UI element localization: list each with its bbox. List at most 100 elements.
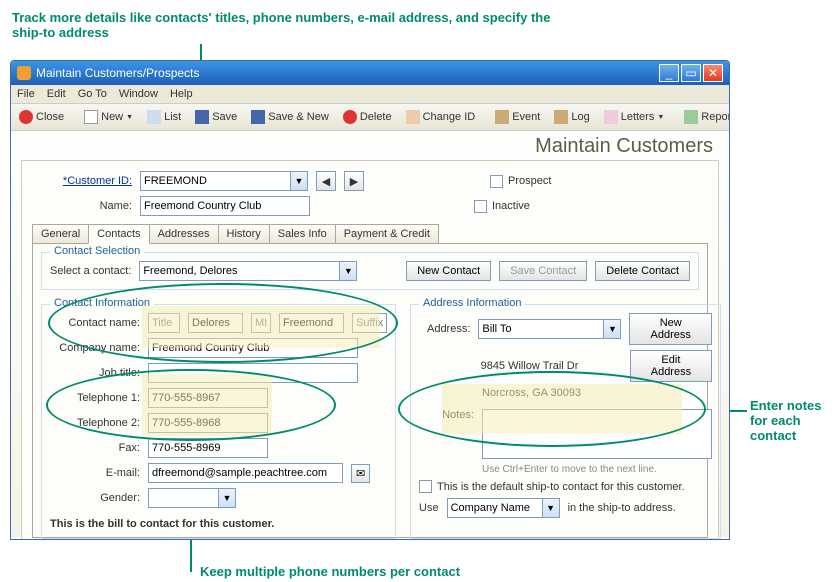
job-title-label: Job title: xyxy=(50,367,140,379)
inactive-label: Inactive xyxy=(492,200,530,212)
tab-payment-credit[interactable]: Payment & Credit xyxy=(335,224,439,244)
minimize-button[interactable]: _ xyxy=(659,64,679,82)
maximize-button[interactable]: ▭ xyxy=(681,64,701,82)
new-contact-button[interactable]: New Contact xyxy=(406,261,491,281)
tab-contacts[interactable]: Contacts xyxy=(88,224,149,244)
customer-id-label[interactable]: *Customer ID: xyxy=(32,175,132,187)
fax-input[interactable] xyxy=(148,438,268,458)
menu-help[interactable]: Help xyxy=(170,88,193,100)
tool-letters[interactable]: Letters▼ xyxy=(600,107,669,127)
inactive-checkbox[interactable]: Inactive xyxy=(474,200,530,213)
delete-contact-button[interactable]: Delete Contact xyxy=(595,261,690,281)
customer-id-dropdown-button[interactable]: ▼ xyxy=(290,171,308,191)
notes-textarea[interactable] xyxy=(482,409,712,459)
notes-label[interactable]: Notes: xyxy=(419,409,474,421)
default-shipto-checkbox[interactable]: This is the default ship-to contact for … xyxy=(419,480,685,493)
tab-general[interactable]: General xyxy=(32,224,89,244)
select-contact-input[interactable] xyxy=(139,261,339,281)
menu-edit[interactable]: Edit xyxy=(47,88,66,100)
contact-info-legend: Contact Information xyxy=(50,297,154,309)
tab-addresses[interactable]: Addresses xyxy=(149,224,219,244)
address-label: Address: xyxy=(419,323,470,335)
first-name-input[interactable] xyxy=(188,313,243,333)
customer-id-combo[interactable]: ▼ xyxy=(140,171,308,191)
company-label: Company name: xyxy=(50,342,140,354)
letters-icon xyxy=(604,110,618,124)
annotation-bottom: Keep multiple phone numbers per contact xyxy=(200,564,460,579)
tab-strip: General Contacts Addresses History Sales… xyxy=(32,224,708,244)
job-title-input[interactable] xyxy=(148,363,358,383)
gender-input[interactable] xyxy=(148,488,218,508)
customer-id-input[interactable] xyxy=(140,171,290,191)
menu-goto[interactable]: Go To xyxy=(78,88,107,100)
contact-information-group: Contact Information Contact name: Compan… xyxy=(41,304,396,539)
gender-combo[interactable]: ▼ xyxy=(148,488,236,508)
edit-address-button[interactable]: Edit Address xyxy=(630,350,712,382)
save-contact-button[interactable]: Save Contact xyxy=(499,261,587,281)
use-dropdown-button[interactable]: ▼ xyxy=(542,498,560,518)
event-icon xyxy=(495,110,509,124)
app-icon xyxy=(17,66,31,80)
main-window: Maintain Customers/Prospects _ ▭ ✕ File … xyxy=(10,60,730,540)
contact-selection-legend: Contact Selection xyxy=(50,245,144,257)
suffix-input[interactable] xyxy=(352,313,387,333)
prev-record-button[interactable]: ◀ xyxy=(316,171,336,191)
address-info-legend: Address Information xyxy=(419,297,525,309)
main-panel: *Customer ID: ▼ ◀ ▶ Prospect Name: Inact… xyxy=(21,160,719,540)
next-record-button[interactable]: ▶ xyxy=(344,171,364,191)
email-launch-button[interactable]: ✉ xyxy=(351,464,370,483)
contact-selection-group: Contact Selection Select a contact: ▼ Ne… xyxy=(41,252,699,290)
address-type-input[interactable] xyxy=(478,319,603,339)
email-input[interactable] xyxy=(148,463,343,483)
tool-event[interactable]: Event xyxy=(491,107,544,127)
gender-dropdown-button[interactable]: ▼ xyxy=(218,488,236,508)
address-information-group: Address Information Address: ▼ New Addre… xyxy=(410,304,721,539)
telephone-2-label[interactable]: Telephone 2: xyxy=(50,417,140,429)
title-input[interactable] xyxy=(148,313,180,333)
new-address-button[interactable]: New Address xyxy=(629,313,712,345)
address-type-combo[interactable]: ▼ xyxy=(478,319,621,339)
fax-label: Fax: xyxy=(50,442,140,454)
tool-save[interactable]: Save xyxy=(191,107,241,127)
tool-reports[interactable]: Reports▼ xyxy=(680,107,730,127)
email-label[interactable]: E-mail: xyxy=(50,467,140,479)
use-label: Use xyxy=(419,502,439,514)
name-input[interactable] xyxy=(140,196,310,216)
menubar: File Edit Go To Window Help xyxy=(11,85,729,104)
tool-change-id[interactable]: Change ID xyxy=(402,107,480,127)
annotation-right: Enter notes for each contact xyxy=(750,398,830,443)
company-input[interactable] xyxy=(148,338,358,358)
change-id-icon xyxy=(406,110,420,124)
telephone-1-input[interactable] xyxy=(148,388,268,408)
annotation-top: Track more details like contacts' titles… xyxy=(12,10,572,40)
menu-file[interactable]: File xyxy=(17,88,35,100)
bill-to-note: This is the bill to contact for this cus… xyxy=(50,518,387,530)
list-icon xyxy=(147,110,161,124)
telephone-2-input[interactable] xyxy=(148,413,268,433)
tool-save-new[interactable]: Save & New xyxy=(247,107,333,127)
log-icon xyxy=(554,110,568,124)
last-name-input[interactable] xyxy=(279,313,344,333)
tab-sales-info[interactable]: Sales Info xyxy=(269,224,336,244)
default-shipto-label: This is the default ship-to contact for … xyxy=(437,481,685,493)
menu-window[interactable]: Window xyxy=(119,88,158,100)
tool-log[interactable]: Log xyxy=(550,107,593,127)
select-contact-dropdown-button[interactable]: ▼ xyxy=(339,261,357,281)
prospect-checkbox[interactable]: Prospect xyxy=(490,175,551,188)
save-new-icon xyxy=(251,110,265,124)
tab-history[interactable]: History xyxy=(218,224,270,244)
tool-close[interactable]: Close xyxy=(15,107,68,127)
close-icon xyxy=(19,110,33,124)
window-close-button[interactable]: ✕ xyxy=(703,64,723,82)
tool-delete[interactable]: Delete xyxy=(339,107,396,127)
mi-input[interactable] xyxy=(251,313,271,333)
delete-icon xyxy=(343,110,357,124)
tool-list[interactable]: List xyxy=(143,107,185,127)
telephone-1-label[interactable]: Telephone 1: xyxy=(50,392,140,404)
tool-new[interactable]: New▼ xyxy=(80,107,137,127)
use-combo[interactable]: ▼ xyxy=(447,498,560,518)
select-contact-combo[interactable]: ▼ xyxy=(139,261,357,281)
address-type-dropdown-button[interactable]: ▼ xyxy=(603,319,621,339)
use-input[interactable] xyxy=(447,498,542,518)
toolbar: Close New▼ List Save Save & New Delete C… xyxy=(11,104,729,131)
